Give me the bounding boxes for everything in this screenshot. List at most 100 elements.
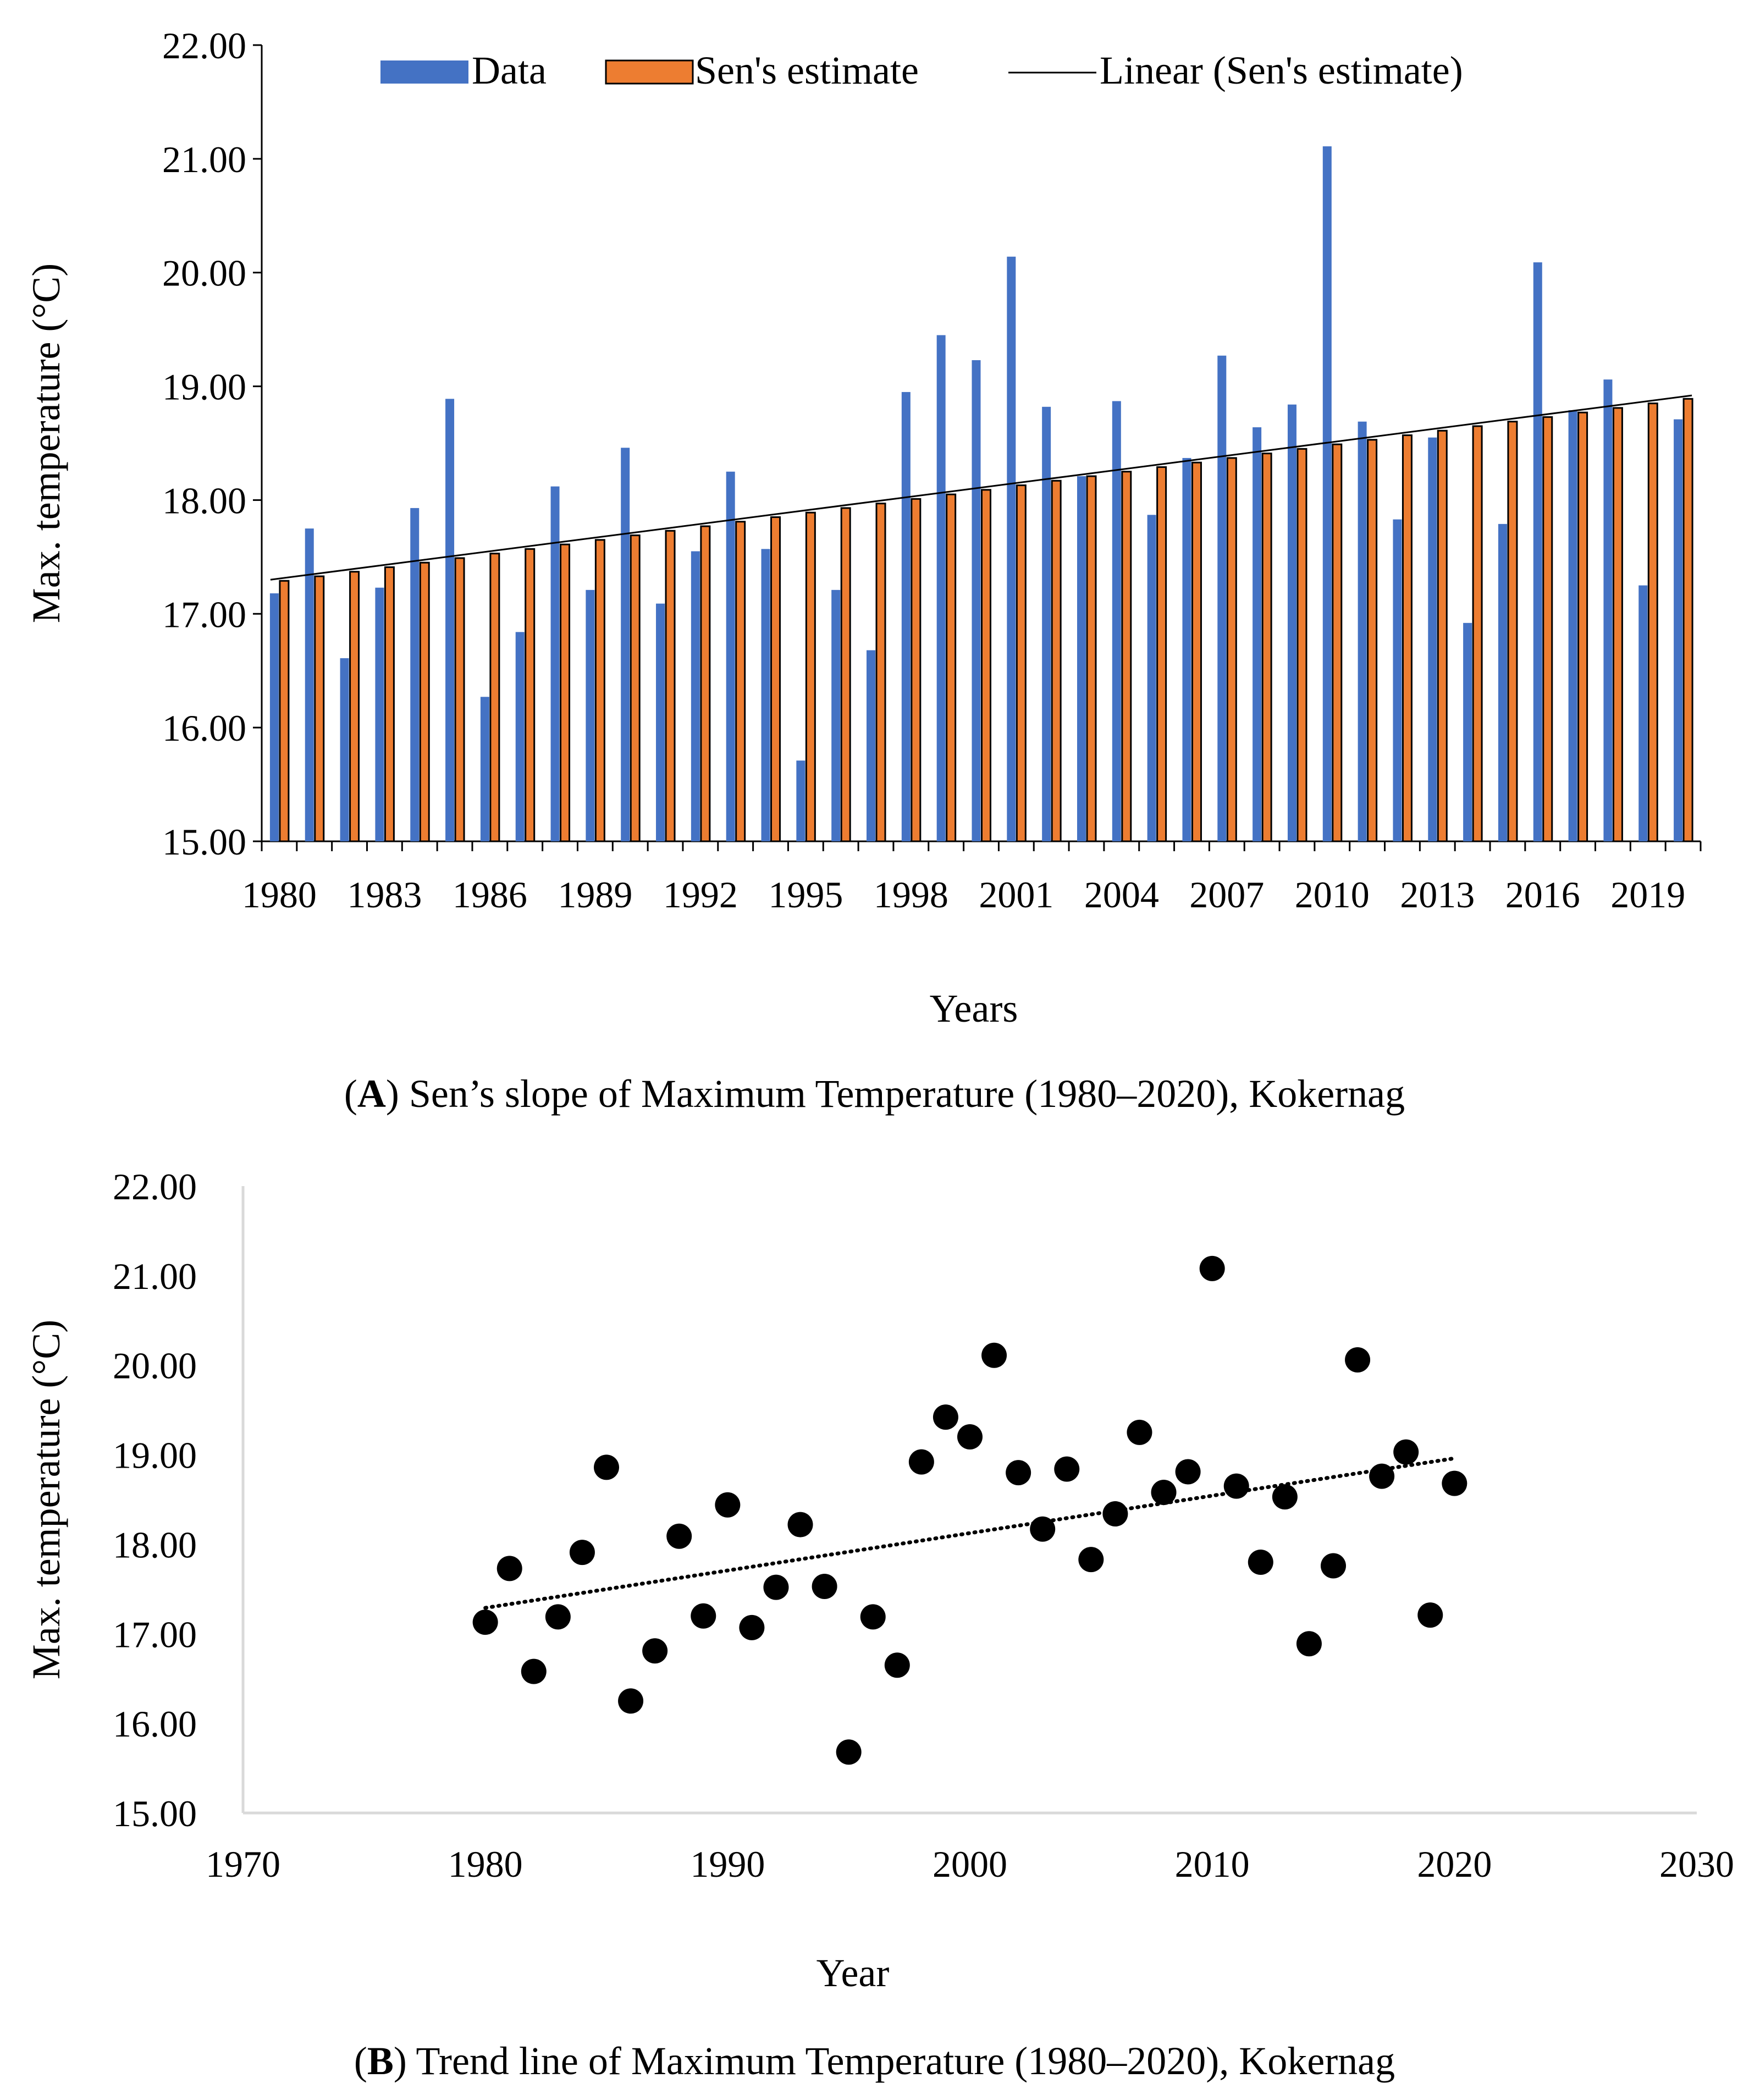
- bar-sen-estimate: [665, 530, 676, 842]
- scatter-point: [1127, 1419, 1152, 1445]
- scatter-point: [1030, 1516, 1056, 1542]
- y-tick-label: 22.00: [162, 25, 246, 67]
- bar-sen-estimate: [1191, 461, 1202, 842]
- x-tick-label: 1980: [448, 1843, 523, 1885]
- caption-b-text: ) Trend line of Maximum Temperature (198…: [393, 2039, 1395, 2083]
- x-tick-label: 1998: [874, 874, 948, 916]
- x-tick-label: 2007: [1189, 874, 1264, 916]
- bar-sen-estimate: [1647, 403, 1658, 842]
- scatter-point: [908, 1449, 934, 1475]
- scatter-point: [1296, 1631, 1322, 1657]
- x-tick-label: 1992: [663, 874, 738, 916]
- y-tick-label: 18.00: [113, 1524, 197, 1566]
- scatter-point: [1417, 1602, 1443, 1628]
- bar-sen-estimate: [1612, 407, 1623, 842]
- bar-sen-estimate: [1682, 398, 1693, 842]
- bar-sen-estimate: [700, 525, 711, 842]
- trendline-linear: [483, 1456, 1456, 1610]
- y-axis-title: Max. temperature (°C): [24, 1320, 68, 1680]
- bar-data: [1603, 379, 1613, 841]
- bar-sen-estimate: [1226, 457, 1237, 842]
- x-tick-label: 1986: [453, 874, 527, 916]
- bar-data: [726, 471, 735, 841]
- scatter-point: [1248, 1550, 1273, 1575]
- bar-sen-estimate: [770, 516, 781, 842]
- x-tick-label: 2010: [1175, 1843, 1250, 1885]
- bar-sen-estimate: [1542, 416, 1553, 842]
- bar-data: [1217, 355, 1227, 841]
- bar-data: [1147, 515, 1156, 841]
- y-tick-label: 20.00: [162, 252, 246, 294]
- scatter-point: [545, 1604, 571, 1630]
- bar-sen-estimate: [1577, 411, 1588, 842]
- bar-data: [901, 392, 911, 841]
- bar-sen-estimate: [805, 511, 816, 842]
- caption-b-label: B: [367, 2039, 394, 2083]
- scatter-point: [496, 1556, 522, 1581]
- y-tick-label: 15.00: [113, 1793, 197, 1834]
- y-tick-label: 20.00: [113, 1345, 197, 1387]
- scatter-point: [594, 1454, 619, 1480]
- bar-sen-estimate: [1332, 443, 1343, 842]
- bar-sen-estimate: [911, 498, 922, 842]
- y-tick-label: 16.00: [113, 1703, 197, 1745]
- bar-sen-estimate: [1472, 425, 1483, 842]
- bar-sen-estimate: [1507, 421, 1518, 842]
- y-tick-label: 17.00: [162, 593, 246, 635]
- scatter-point: [1151, 1479, 1177, 1505]
- bar-sen-estimate: [384, 566, 395, 842]
- y-tick-label: 21.00: [162, 139, 246, 180]
- x-tick-label: 2000: [933, 1843, 1007, 1885]
- bar-sen-estimate: [314, 575, 325, 842]
- bar-data: [656, 603, 665, 841]
- scatter-point: [1006, 1460, 1031, 1486]
- chart-a: 15.00 16.00 17.00 18.00 19.00 20.00 21.00 22.00…: [24, 25, 1702, 1030]
- bar-data: [621, 448, 630, 841]
- scatter-point: [763, 1574, 789, 1600]
- caption-a-text: ) Sen’s slope of Maximum Temperature (19…: [385, 1072, 1405, 1116]
- bar-sen-estimate: [489, 553, 500, 842]
- x-axis-title: Years: [930, 986, 1018, 1030]
- scatter-point: [618, 1688, 644, 1714]
- bar-data: [1674, 419, 1683, 841]
- y-tick-label: 21.00: [113, 1255, 197, 1297]
- bar-sen-estimate: [419, 561, 430, 842]
- scatter-point: [1102, 1501, 1128, 1527]
- x-tick-label: 1983: [347, 874, 422, 916]
- scatter-point: [1272, 1484, 1298, 1510]
- scatter-point: [787, 1512, 813, 1537]
- bar-data: [691, 551, 700, 841]
- bar-sen-estimate: [1437, 429, 1448, 842]
- bar-sen-estimate: [279, 580, 290, 842]
- bar-data: [550, 486, 560, 841]
- bar-sen-estimate: [560, 543, 571, 842]
- bar-sen-estimate: [981, 489, 991, 842]
- bar-data: [1393, 519, 1402, 841]
- legend-label-data: Data: [472, 48, 547, 92]
- bar-sen-estimate: [1051, 479, 1062, 842]
- scatter-point: [1223, 1473, 1249, 1499]
- x-tick-label: 2001: [979, 874, 1053, 916]
- bar-sen-estimate: [1156, 466, 1167, 842]
- scatter-point: [1442, 1470, 1467, 1496]
- bar-sen-estimate: [349, 571, 360, 842]
- bar-data: [1498, 523, 1507, 841]
- scatter-point: [1393, 1439, 1419, 1465]
- bar-data: [1253, 427, 1262, 841]
- scatter-point: [666, 1523, 692, 1549]
- bar-sen-estimate: [735, 521, 746, 842]
- bar-data: [1112, 401, 1121, 841]
- bar-data: [1358, 421, 1367, 841]
- bar-sen-estimate: [454, 557, 465, 842]
- trendline-sen: [270, 394, 1692, 581]
- scatter-point: [1199, 1255, 1225, 1281]
- y-tick-label: 19.00: [113, 1435, 197, 1476]
- scatter-point: [836, 1739, 862, 1765]
- y-tick-label: 19.00: [162, 366, 246, 408]
- legend-swatch-data: [380, 60, 468, 84]
- bar-sen-estimate: [1016, 484, 1027, 842]
- scatter-point: [1078, 1547, 1104, 1573]
- x-tick-label: 1970: [206, 1843, 280, 1885]
- scatter-point: [1175, 1459, 1201, 1485]
